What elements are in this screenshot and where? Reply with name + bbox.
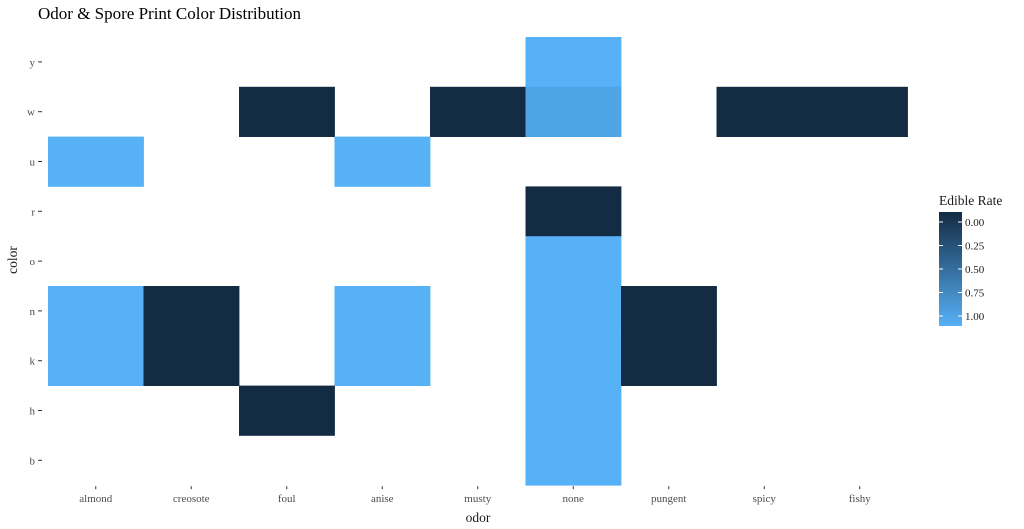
x-tick-label-musty: musty bbox=[464, 493, 491, 505]
y-tick-label-h: h bbox=[30, 406, 36, 418]
y-tick-label-o: o bbox=[30, 256, 36, 268]
heatmap-cell-pungent-n bbox=[621, 286, 717, 337]
heatmap-cell-none-k bbox=[525, 335, 622, 386]
heatmap-cell-foul-h bbox=[239, 385, 335, 436]
heatmap-cell-none-r bbox=[525, 186, 622, 237]
legend-label-1.00: 1.00 bbox=[965, 311, 985, 323]
legend-title: Edible Rate bbox=[939, 193, 1002, 208]
heatmap-cell-spicy-w bbox=[716, 86, 813, 137]
legend-colorbar bbox=[939, 212, 962, 326]
heatmap-cell-none-o bbox=[525, 236, 622, 287]
y-tick-label-k: k bbox=[30, 356, 36, 368]
legend-label-0.00: 0.00 bbox=[965, 217, 985, 229]
y-tick-label-y: y bbox=[30, 57, 36, 69]
y-tick-label-r: r bbox=[31, 206, 35, 218]
x-tick-label-spicy: spicy bbox=[753, 493, 777, 505]
y-tick-label-b: b bbox=[30, 455, 36, 467]
heatmap-cell-almond-u bbox=[48, 136, 144, 187]
heatmap-cell-almond-k bbox=[48, 335, 144, 386]
heatmap-cell-pungent-k bbox=[621, 335, 717, 386]
x-axis-title: odor bbox=[466, 510, 491, 525]
heatmap-cell-creosote-n bbox=[143, 286, 240, 337]
heatmap-cells bbox=[48, 37, 908, 486]
y-tick-label-u: u bbox=[30, 157, 36, 169]
y-tick-label-w: w bbox=[27, 107, 35, 119]
heatmap-cell-none-h bbox=[525, 385, 622, 436]
heatmap-cell-none-w bbox=[525, 86, 622, 137]
heatmap-cell-none-n bbox=[525, 286, 622, 337]
legend-label-0.50: 0.50 bbox=[965, 264, 985, 276]
x-tick-label-anise: anise bbox=[371, 493, 394, 505]
heatmap-cell-fishy-w bbox=[812, 86, 908, 137]
legend-label-0.25: 0.25 bbox=[965, 241, 985, 253]
heatmap-cell-anise-k bbox=[334, 335, 431, 386]
heatmap-cell-none-y bbox=[525, 37, 622, 88]
x-axis: almond creosote foul anise musty none pungent s… bbox=[79, 486, 871, 505]
chart-title: Odor & Spore Print Color Distribution bbox=[38, 4, 302, 23]
heatmap-cell-foul-w bbox=[239, 86, 335, 137]
x-tick-label-pungent: pungent bbox=[651, 493, 686, 505]
x-tick-label-none: none bbox=[563, 493, 585, 505]
heatmap-cell-almond-n bbox=[48, 286, 144, 337]
legend: Edible Rate 0.00 0.25 0.50 0.75 1.00 bbox=[939, 193, 1002, 326]
heatmap-cell-anise-n bbox=[334, 286, 431, 337]
heatmap-cell-musty-w bbox=[430, 86, 526, 137]
x-tick-label-foul: foul bbox=[278, 493, 296, 505]
x-tick-label-almond: almond bbox=[79, 493, 112, 505]
y-axis-title: color bbox=[5, 246, 20, 274]
heatmap-cell-anise-u bbox=[334, 136, 431, 187]
x-tick-label-fishy: fishy bbox=[849, 493, 872, 505]
y-tick-label-n: n bbox=[30, 306, 36, 318]
heatmap-cell-none-b bbox=[525, 435, 622, 486]
heatmap-cell-creosote-k bbox=[143, 335, 240, 386]
legend-label-0.75: 0.75 bbox=[965, 288, 985, 300]
y-axis: b h k n o r u w y bbox=[27, 57, 42, 467]
x-tick-label-creosote: creosote bbox=[173, 493, 210, 505]
